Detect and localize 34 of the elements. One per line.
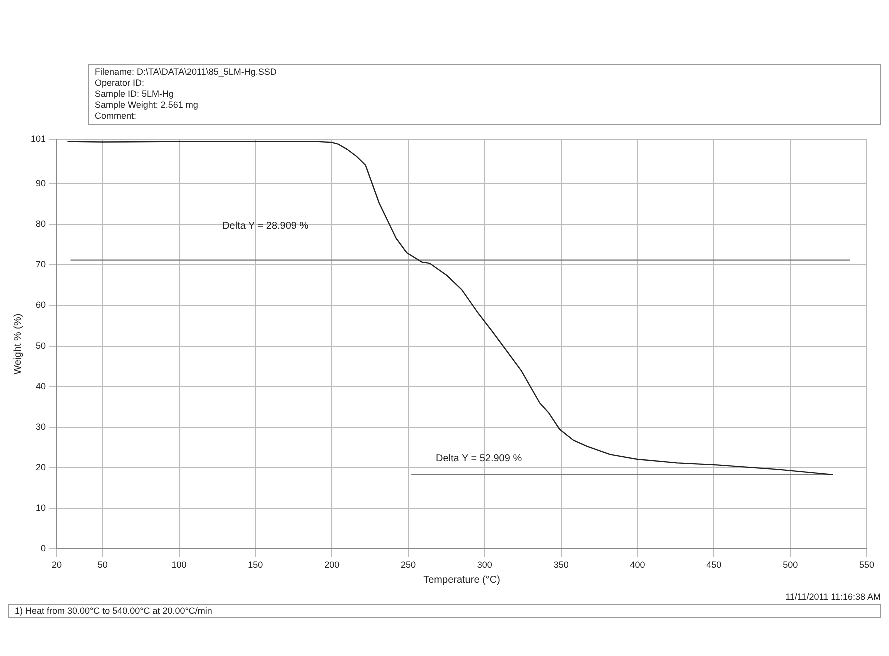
y-axis-title: Weight % (%) xyxy=(12,314,24,375)
x-tick-label: 350 xyxy=(554,560,569,570)
text: 11/11/2011 11:16:38 AM xyxy=(784,592,881,602)
y-tick-label: 0 xyxy=(41,544,46,554)
x-tick-label: 250 xyxy=(401,560,416,570)
x-tick-label: 300 xyxy=(477,560,492,570)
x-tick-label: 500 xyxy=(783,560,798,570)
x-tick-label: 550 xyxy=(859,560,875,570)
text: Comment: xyxy=(95,111,138,122)
x-tick-label: 400 xyxy=(630,560,646,570)
x-tick-label: 450 xyxy=(706,560,722,570)
x-tick-label: 200 xyxy=(324,560,340,570)
y-tick-label: 90 xyxy=(36,178,46,189)
annotation: Delta Y = 52.909 % xyxy=(436,454,522,465)
text: Filename: D:\TA\DATA\2011\85_5LM-Hg.SSD xyxy=(95,67,278,78)
x-axis-title: Temperature (°C) xyxy=(424,574,500,586)
x-tick-label: 100 xyxy=(172,560,187,570)
text: Sample ID: 5LM-Hg xyxy=(95,89,176,100)
y-tick-label: 80 xyxy=(36,219,46,230)
text: Sample Weight: 2.561 mg xyxy=(95,100,200,111)
annotation: Delta Y = 28.909 % xyxy=(222,221,309,232)
y-tick-label: 101 xyxy=(30,134,46,144)
y-tick-label: 30 xyxy=(36,422,46,432)
y-tick-label: 40 xyxy=(36,381,46,392)
y-tick-label: 70 xyxy=(36,260,46,270)
x-tick-label: 20 xyxy=(52,560,62,570)
text: 1) Heat from 30.00°C to 540.00°C at 20.00°C/min xyxy=(8,604,881,618)
x-tick-label: 150 xyxy=(248,560,264,570)
y-tick-label: 10 xyxy=(36,503,46,514)
text: Operator ID: xyxy=(95,78,146,89)
y-tick-label: 20 xyxy=(36,462,46,473)
y-tick-label: 60 xyxy=(36,300,46,310)
x-tick-label: 50 xyxy=(98,560,108,570)
y-tick-label: 50 xyxy=(36,340,46,351)
